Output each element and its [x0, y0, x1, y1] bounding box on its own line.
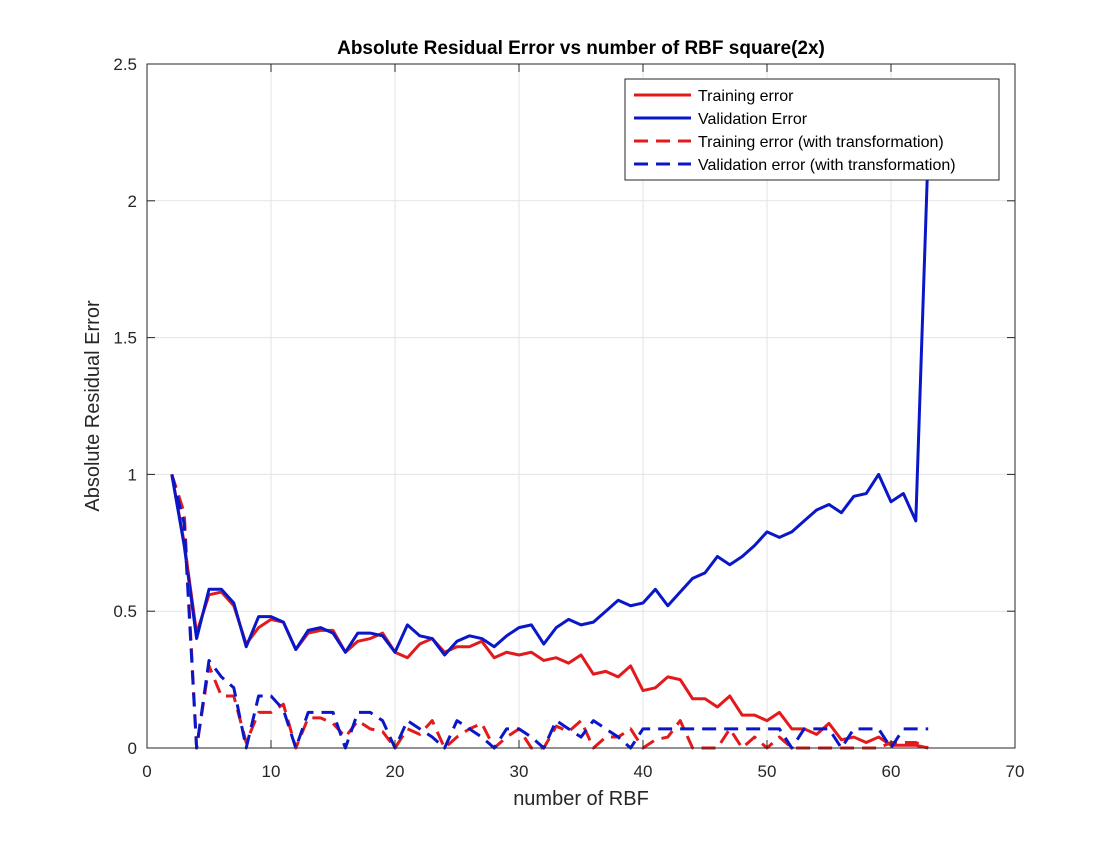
legend-label-2: Validation Error	[698, 111, 808, 128]
x-tick-label: 60	[882, 762, 901, 781]
x-tick-label: 10	[262, 762, 281, 781]
legend-label-3: Training error (with transformation)	[698, 134, 944, 151]
legend-label-1: Training error	[698, 88, 794, 105]
y-axis-label: Absolute Residual Error	[82, 300, 104, 512]
legend: Training error Validation Error Training e…	[624, 78, 1000, 181]
x-axis-label: number of RBF	[513, 788, 649, 810]
y-tick-label: 2	[128, 192, 137, 211]
x-tick-label: 50	[758, 762, 777, 781]
x-tick-label: 70	[1006, 762, 1025, 781]
axis-ticks: 0 10 20 30 40 50 60 70 0 0.5 1 1.5 2 2.5	[113, 55, 1024, 781]
x-tick-label: 20	[386, 762, 405, 781]
y-tick-label: 1.5	[113, 329, 137, 348]
y-tick-label: 2.5	[113, 55, 137, 74]
series-line-4	[170, 474, 929, 750]
y-tick-label: 0.5	[113, 602, 137, 621]
legend-label-4: Validation error (with transformation)	[698, 157, 956, 174]
y-tick-label: 1	[128, 465, 137, 484]
y-tick-label: 0	[128, 739, 137, 758]
plot-area-border	[146, 63, 1016, 749]
series-line-2	[170, 148, 930, 657]
chart-title: Absolute Residual Error vs number of RBF…	[337, 38, 825, 59]
x-tick-label: 30	[510, 762, 529, 781]
x-tick-label: 40	[634, 762, 653, 781]
x-tick-label: 0	[142, 762, 151, 781]
